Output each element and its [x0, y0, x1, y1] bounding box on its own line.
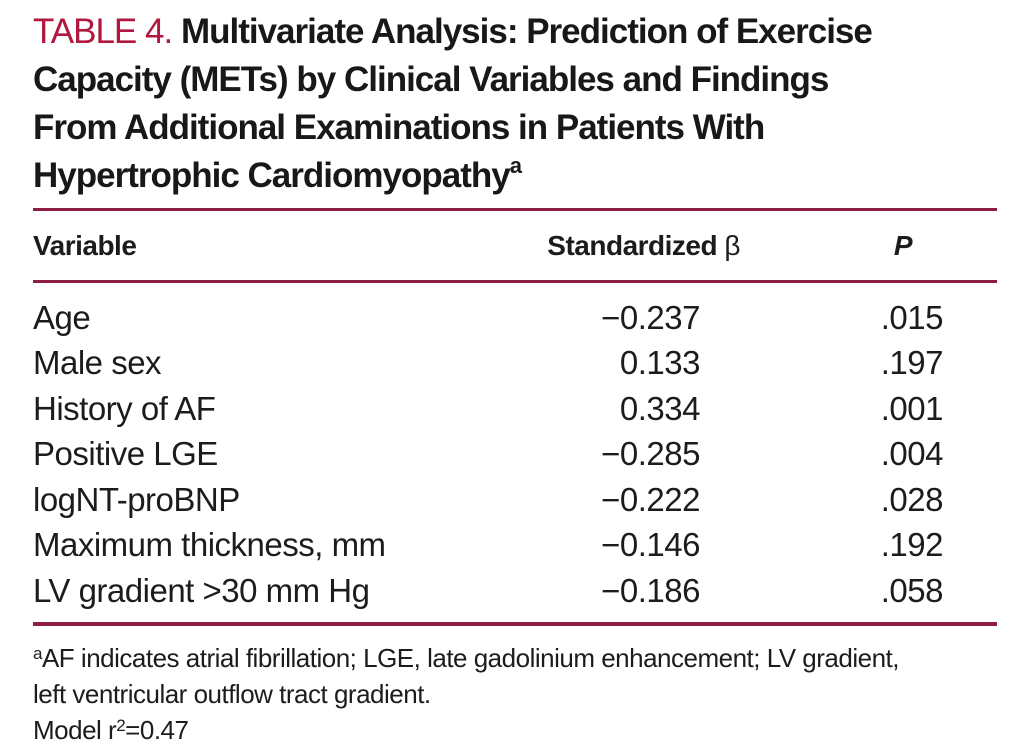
- variable-cell: Maximum thickness, mm: [33, 526, 386, 564]
- footnote-model-r2: Model r2=0.47: [33, 712, 997, 748]
- p-value-cell: .197: [880, 344, 944, 382]
- table-row: Age −0.237 .015: [33, 295, 997, 341]
- p-value-cell: .001: [880, 389, 944, 427]
- beta-value-cell: −0.237: [601, 298, 700, 336]
- title-text-4: Hypertrophic Cardiomyopathy: [33, 156, 511, 195]
- beta-symbol: β: [724, 229, 740, 261]
- p-value-cell: .028: [880, 480, 944, 518]
- beta-value-cell: −0.285: [601, 435, 700, 473]
- beta-value-cell: −0.146: [601, 526, 700, 564]
- table-body: Age −0.237 .015 Male sex 0.133 .197 Hist…: [33, 283, 997, 614]
- title-line-1: TABLE 4. Multivariate Analysis: Predicti…: [33, 8, 997, 56]
- table-top-rule: [33, 208, 997, 211]
- column-header-p-value: P: [893, 229, 913, 261]
- column-header-standardized-beta: Standardized β: [530, 230, 740, 262]
- beta-value-cell: −0.222: [601, 480, 700, 518]
- title-line-2: Capacity (METs) by Clinical Variables an…: [33, 60, 829, 99]
- variable-cell: History of AF: [33, 389, 216, 427]
- p-value-cell: .192: [880, 526, 944, 564]
- table-bottom-rule: [33, 621, 997, 626]
- footnote-line-1: aAF indicates atrial fibrillation; LGE, …: [33, 640, 997, 676]
- table-row: logNT-proBNP −0.222 .028: [33, 477, 997, 523]
- table-header-row: Variable Standardized β P: [33, 211, 997, 280]
- title-footnote-marker: a: [509, 153, 522, 178]
- column-header-variable: Variable: [33, 229, 137, 261]
- variable-cell: Positive LGE: [33, 435, 218, 473]
- title-text-1: Multivariate Analysis: Prediction of Exe…: [180, 12, 873, 51]
- table-row: LV gradient >30 mm Hg −0.186 .058: [33, 568, 997, 614]
- beta-value-cell: 0.133: [619, 344, 701, 382]
- table-row: Male sex 0.133 .197: [33, 341, 997, 387]
- table-header-rule: [33, 280, 997, 283]
- table-title: TABLE 4. Multivariate Analysis: Predicti…: [33, 8, 997, 200]
- table-number-label: TABLE 4.: [33, 12, 173, 51]
- variable-cell: Male sex: [33, 344, 162, 382]
- model-r2-superscript: 2: [116, 715, 126, 735]
- footnote-text-1: AF indicates atrial fibrillation; LGE, l…: [41, 642, 900, 673]
- footnote-line-2: left ventricular outflow tract gradient.: [33, 678, 431, 709]
- beta-header-text: Standardized: [547, 229, 725, 261]
- table-footnote: aAF indicates atrial fibrillation; LGE, …: [33, 640, 997, 748]
- variable-cell: Age: [33, 298, 91, 336]
- title-line-4: Hypertrophic Cardiomyopathya: [33, 152, 997, 200]
- beta-value-cell: −0.186: [601, 571, 700, 609]
- footnote-marker: a: [33, 643, 42, 663]
- p-value-cell: .015: [880, 298, 944, 336]
- model-r2-prefix: Model r: [33, 714, 117, 745]
- p-value-cell: .004: [880, 435, 944, 473]
- beta-value-cell: 0.334: [619, 389, 701, 427]
- variable-cell: logNT-proBNP: [33, 480, 240, 518]
- table-row: History of AF 0.334 .001: [33, 386, 997, 432]
- variable-cell: LV gradient >30 mm Hg: [33, 571, 370, 609]
- table-row: Maximum thickness, mm −0.146 .192: [33, 523, 997, 569]
- p-value-cell: .058: [880, 571, 944, 609]
- table-row: Positive LGE −0.285 .004: [33, 432, 997, 478]
- model-r2-value: =0.47: [125, 714, 189, 745]
- title-line-3: From Additional Examinations in Patients…: [33, 108, 765, 147]
